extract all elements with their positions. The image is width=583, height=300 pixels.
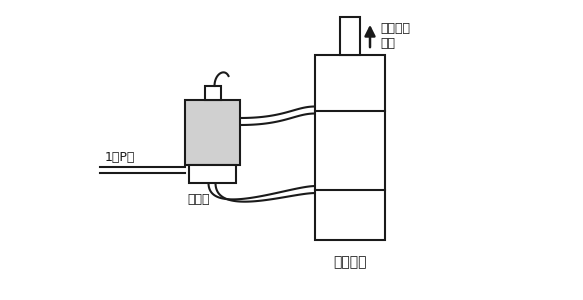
Bar — [340, 17, 360, 55]
Bar — [315, 55, 385, 240]
Bar — [189, 165, 236, 183]
Text: シリンダ: シリンダ — [380, 22, 410, 35]
Text: 速度: 速度 — [380, 37, 395, 50]
Text: シリンダ: シリンダ — [333, 255, 367, 269]
Bar — [185, 100, 240, 165]
Text: 1（P）: 1（P） — [105, 151, 135, 164]
Bar — [205, 86, 220, 100]
Text: 電磁弁: 電磁弁 — [187, 193, 209, 206]
